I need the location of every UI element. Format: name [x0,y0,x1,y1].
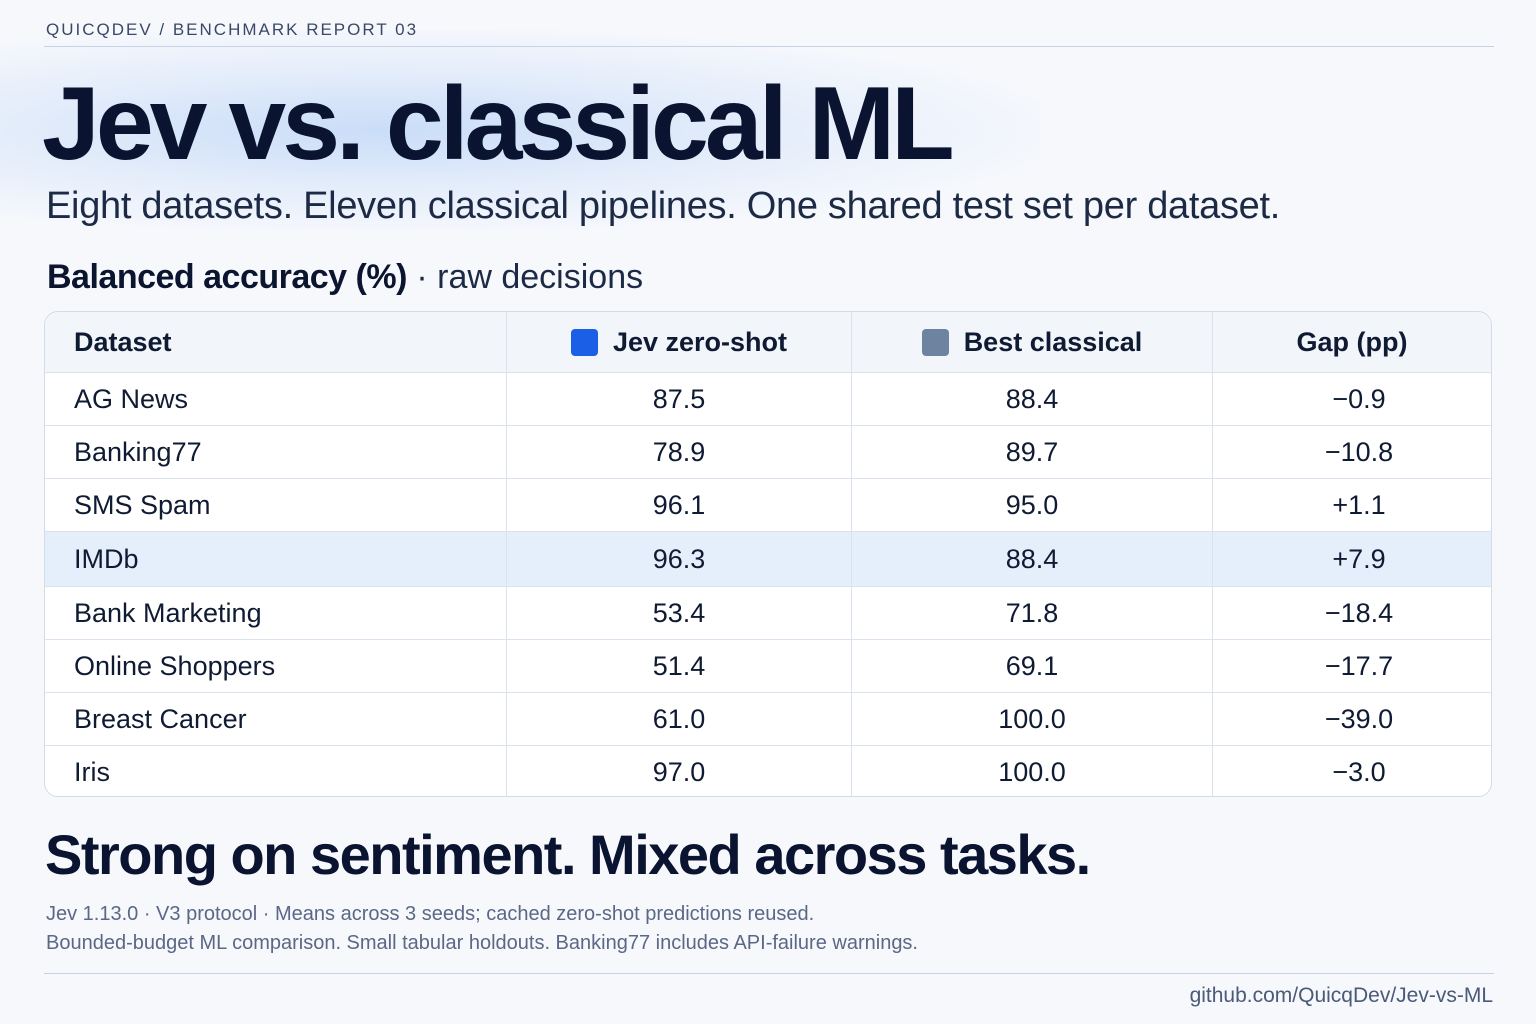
cell-best: 88.4 [851,372,1213,426]
cell-best: 88.4 [851,531,1213,587]
page-title: Jev vs. classical ML [42,66,955,182]
cell-gap: −17.7 [1212,639,1491,693]
cell-dataset: Iris [45,745,507,796]
cell-best: 95.0 [851,478,1213,532]
table-row: Breast Cancer 61.0 100.0 −39.0 [45,692,1491,746]
footnote-caveats: Bounded-budget ML comparison. Small tabu… [46,932,918,954]
report-eyebrow: QUICQDEV / BENCHMARK REPORT 03 [46,20,419,39]
summary-headline: Strong on sentiment. Mixed across tasks. [45,823,1091,886]
table-row: Iris 97.0 100.0 −3.0 [45,745,1491,796]
top-divider [44,46,1494,47]
cell-jev: 87.5 [506,372,852,426]
table-row: Online Shoppers 51.4 69.1 −17.7 [45,639,1491,693]
cell-dataset: AG News [45,372,507,426]
cell-jev: 96.3 [506,531,852,587]
header-jev-label: Jev zero-shot [612,326,788,357]
header-best: Best classical [851,312,1213,373]
cell-jev: 61.0 [506,692,852,746]
cell-gap: +1.1 [1212,478,1491,532]
cell-gap: −10.8 [1212,425,1491,479]
cell-jev: 53.4 [506,586,852,640]
cell-gap: −18.4 [1212,586,1491,640]
metric-qualifier: · raw decisions [416,258,644,296]
cell-dataset: IMDb [45,531,507,587]
table-row-highlighted: IMDb 96.3 88.4 +7.9 [45,531,1491,587]
cell-best: 89.7 [851,425,1213,479]
metric-name: Balanced accuracy (%) [47,258,407,296]
page-subtitle: Eight datasets. Eleven classical pipelin… [46,185,1281,227]
cell-gap: −39.0 [1212,692,1491,746]
repository-link[interactable]: github.com/QuicqDev/Jev-vs-ML [1189,984,1493,1007]
table-row: SMS Spam 96.1 95.0 +1.1 [45,478,1491,532]
cell-dataset: Online Shoppers [45,639,507,693]
cell-dataset: SMS Spam [45,478,507,532]
cell-best: 69.1 [851,639,1213,693]
bottom-divider [44,973,1494,974]
cell-best: 100.0 [851,745,1213,796]
footnote-protocol: Jev 1.13.0 · V3 protocol · Means across … [46,903,815,925]
header-best-label: Best classical [963,326,1143,357]
header-dataset: Dataset [45,312,507,373]
jev-swatch-icon [570,328,598,356]
table-row: Banking77 78.9 89.7 −10.8 [45,425,1491,479]
header-jev: Jev zero-shot [506,312,852,373]
cell-best: 71.8 [851,586,1213,640]
table-header-row: Dataset Jev zero-shot Best classical Gap… [45,312,1491,373]
cell-jev: 96.1 [506,478,852,532]
cell-dataset: Banking77 [45,425,507,479]
cell-gap: +7.9 [1212,531,1491,587]
results-table: Dataset Jev zero-shot Best classical Gap… [44,311,1492,797]
header-gap: Gap (pp) [1212,312,1491,373]
cell-jev: 51.4 [506,639,852,693]
cell-best: 100.0 [851,692,1213,746]
cell-jev: 78.9 [506,425,852,479]
table-row: AG News 87.5 88.4 −0.9 [45,372,1491,426]
metric-caption: Balanced accuracy (%) · raw decisions [47,258,643,297]
cell-dataset: Bank Marketing [45,586,507,640]
best-classical-swatch-icon [921,328,949,356]
cell-gap: −3.0 [1332,756,1386,787]
table-row: Bank Marketing 53.4 71.8 −18.4 [45,586,1491,640]
cell-jev: 97.0 [506,745,852,796]
cell-dataset: Breast Cancer [45,692,507,746]
cell-gap: −0.9 [1212,372,1491,426]
